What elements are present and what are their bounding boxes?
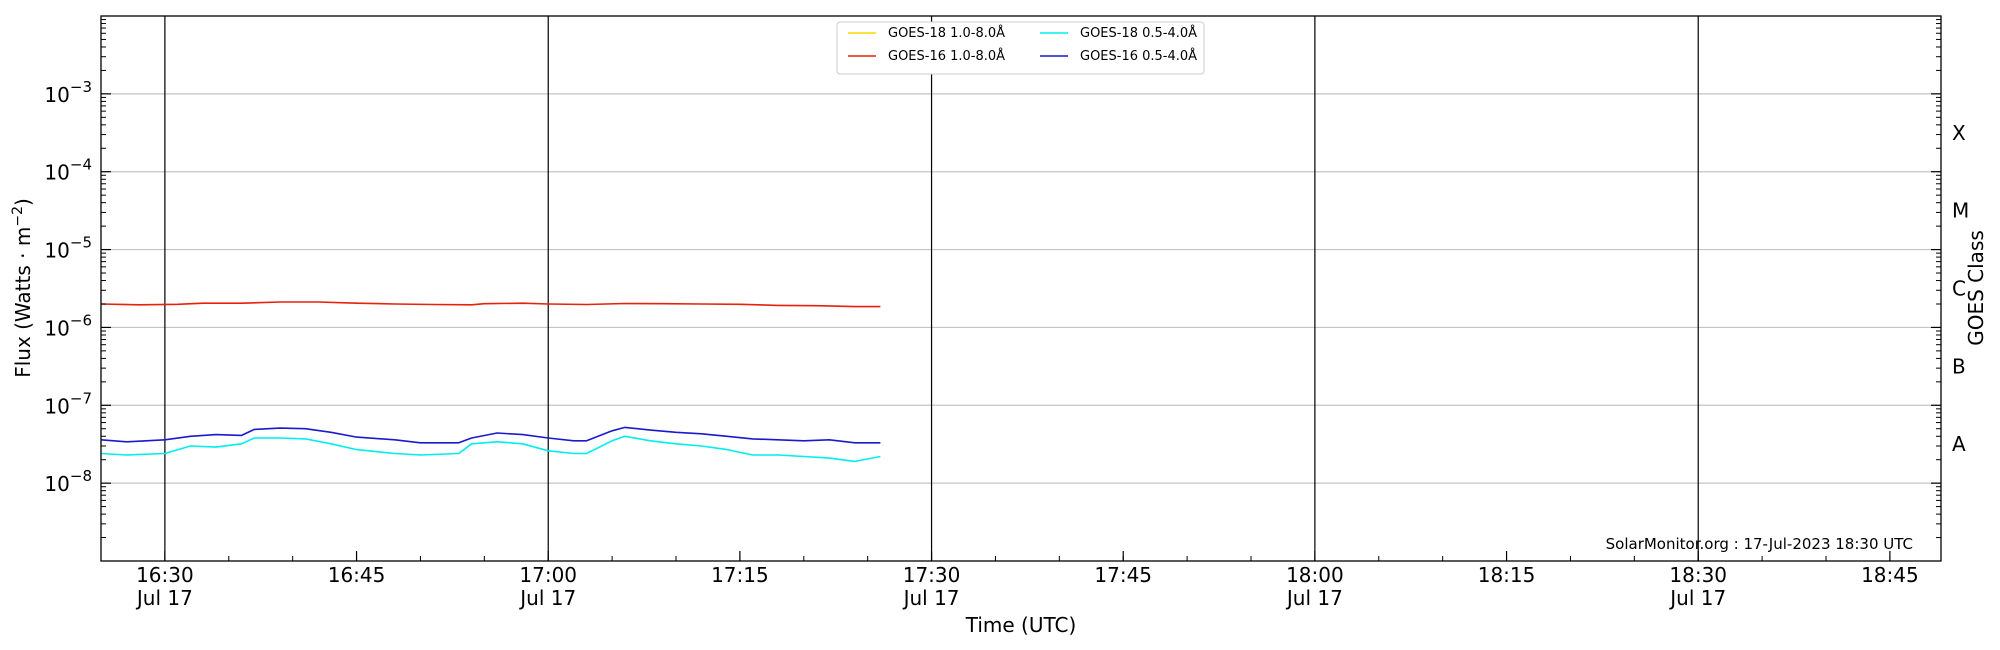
legend-entry-label: GOES-18 1.0-8.0Å [888,25,1005,41]
y-tick-labels: 10−810−710−610−510−410−3 [44,78,92,496]
x-tick-label: 16:30 [136,563,194,587]
y-tick-label: 10−4 [44,156,92,185]
legend-entry-label: GOES-18 0.5-4.0Å [1080,25,1197,41]
x-tick-label: 17:45 [1094,563,1152,587]
x-tick-date-label: Jul 17 [902,586,960,610]
y-tick-base: 10 [44,161,69,185]
x-tick-label: 18:00 [1286,563,1344,587]
y-tick-label: 10−7 [44,389,92,418]
x-tick-label: 18:15 [1478,563,1536,587]
y-tick-label: 10−3 [44,78,92,107]
x-tick-label: 17:15 [711,563,769,587]
y-tick-base: 10 [44,394,69,418]
series-line [100,301,881,308]
y-tick-base: 10 [44,316,69,340]
goes-class-label: M [1952,199,1969,223]
y-tick-exponent: −6 [70,311,92,329]
legend-entry-label: GOES-16 0.5-4.0Å [1080,48,1197,64]
series-line [100,435,881,463]
y-axis-right-title: GOES Class [1964,230,1988,346]
legend-box [836,21,1205,75]
credit-annotation: SolarMonitor.org : 17-Jul-2023 18:30 UTC [1606,535,1913,553]
goes-class-label: A [1952,432,1966,456]
y-tick-label: 10−8 [44,467,92,496]
y-tick-exponent: −7 [70,389,92,407]
x-tick-date-label: Jul 17 [135,586,193,610]
y-axis-title-main: Flux (Watts · m [11,227,35,378]
y-tick-exponent: −4 [70,156,92,174]
goes-class-labels: A B C M X [1952,121,1969,456]
y-axis-title-close: ) [11,198,35,206]
x-axis-title: Time (UTC) [965,613,1077,637]
grid-lines [101,93,1941,484]
plot-background [101,16,1941,561]
x-tick-date-label: Jul 17 [1668,586,1726,610]
x-tick-label: 18:30 [1669,563,1727,587]
x-tick-label: 17:30 [903,563,961,587]
y-tick-exponent: −8 [70,467,92,485]
goes-class-label: B [1952,354,1966,378]
x-tick-date-label: Jul 17 [518,586,576,610]
x-tick-date-label: Jul 17 [1285,586,1343,610]
legend-entry-label: GOES-16 1.0-8.0Å [888,48,1005,64]
y-tick-base: 10 [44,239,69,263]
y-tick-exponent: −3 [70,78,92,96]
vertical-time-markers [164,16,1699,561]
plot-frame [100,15,1942,562]
y-tick-exponent: −5 [70,234,92,252]
y-tick-label: 10−6 [44,311,92,340]
y-tick-base: 10 [44,472,69,496]
goes-class-label: C [1952,277,1966,301]
x-tick-label: 16:45 [328,563,386,587]
data-series [100,301,881,463]
y-axis-title-exponent: −2 [10,206,26,227]
series-line [100,426,881,444]
y-tick-base: 10 [44,83,69,107]
goes-class-label: X [1952,121,1966,145]
y-tick-label: 10−5 [44,234,92,263]
x-tick-label: 18:45 [1861,563,1919,587]
x-tick-label: 17:00 [519,563,577,587]
legend: GOES-18 1.0-8.0Å GOES-16 1.0-8.0Å GOES-18 … [836,21,1205,75]
y-axis-title: Flux (Watts · m−2) [10,198,35,378]
